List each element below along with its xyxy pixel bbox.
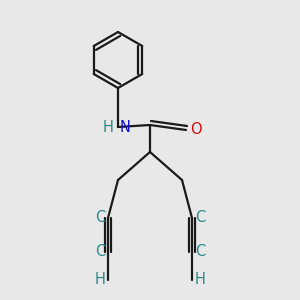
Text: C: C (95, 244, 105, 260)
Text: H: H (94, 272, 105, 287)
Text: N: N (120, 119, 131, 134)
Text: H: H (195, 272, 206, 287)
Text: H: H (103, 119, 114, 134)
Text: C: C (195, 244, 205, 260)
Text: O: O (190, 122, 202, 137)
Text: C: C (195, 211, 205, 226)
Text: C: C (95, 211, 105, 226)
